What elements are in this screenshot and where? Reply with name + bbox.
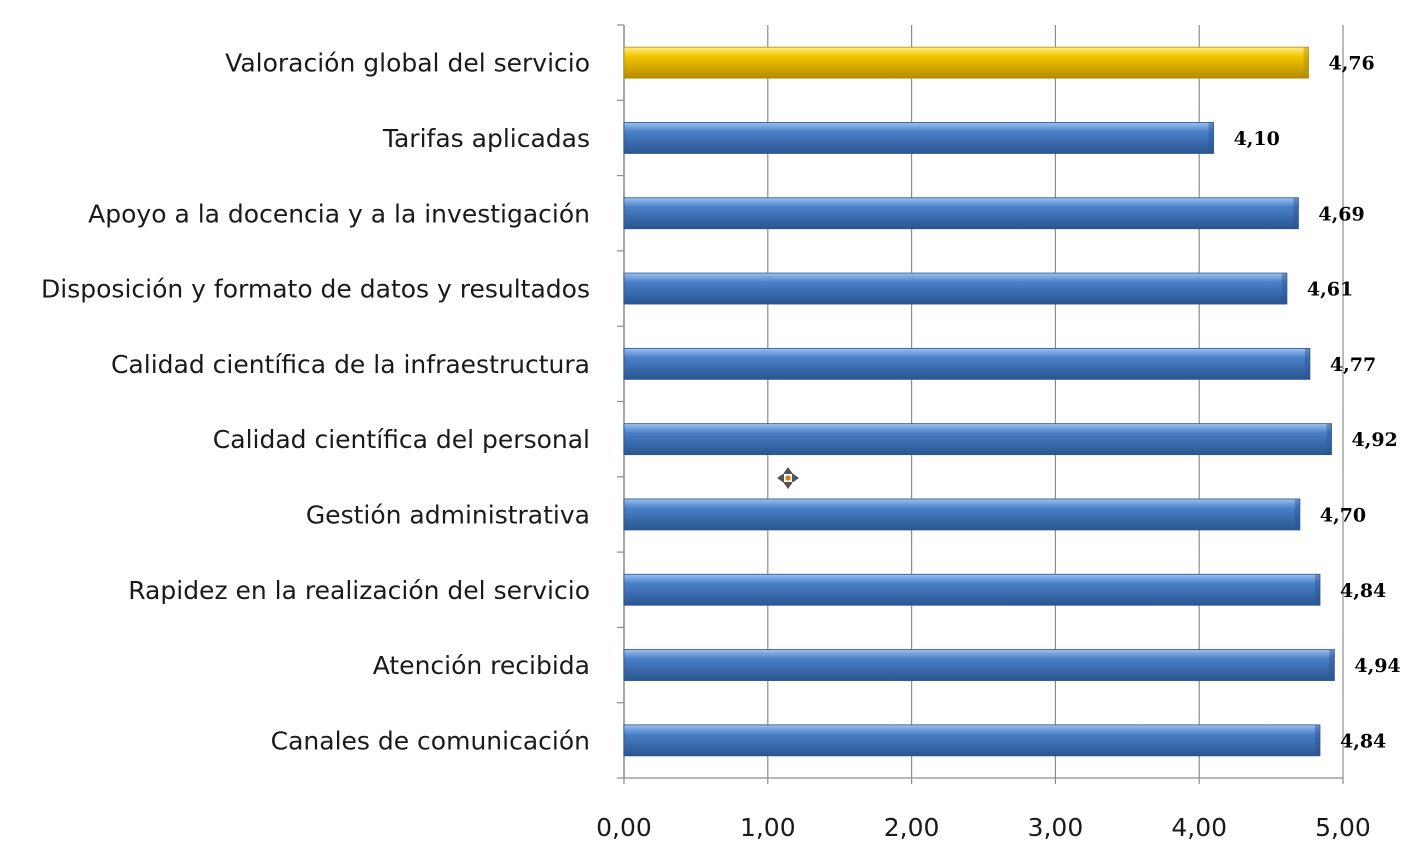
x-tick-label: 1,00 xyxy=(740,813,796,841)
bar-end-cap xyxy=(1326,423,1332,455)
data-label: 4,70 xyxy=(1320,504,1366,526)
data-label: 4,84 xyxy=(1340,580,1386,602)
category-label: Calidad científica del personal xyxy=(213,425,590,454)
bar xyxy=(623,573,1321,606)
bar xyxy=(623,347,1311,380)
x-tick-label: 5,00 xyxy=(1315,813,1371,841)
bars xyxy=(623,46,1335,757)
bar-end-cap xyxy=(1294,498,1300,530)
data-label: 4,61 xyxy=(1307,279,1353,301)
category-label: Gestión administrativa xyxy=(306,500,590,529)
bar xyxy=(623,122,1214,154)
bar xyxy=(623,649,1335,681)
x-tick-label: 0,00 xyxy=(596,813,652,841)
bar xyxy=(623,46,1309,79)
data-label: 4,69 xyxy=(1318,203,1364,225)
move-cursor-icon xyxy=(777,467,799,489)
bar xyxy=(623,724,1321,757)
category-label: Valoración global del servicio xyxy=(225,49,590,78)
data-label: 4,76 xyxy=(1328,53,1374,75)
category-label: Tarifas aplicadas xyxy=(382,124,590,153)
data-label: 4,84 xyxy=(1340,730,1386,752)
bar xyxy=(623,423,1332,456)
bar-end-cap xyxy=(1208,122,1214,154)
x-axis-ticks: 0,00 1,00 2,00 3,00 4,00 5,00 xyxy=(596,813,1371,842)
bar-end-cap xyxy=(1314,724,1320,756)
category-label: Rapidez en la realización del servicio xyxy=(128,576,590,605)
category-label: Canales de comunicación xyxy=(271,726,590,755)
category-label: Disposición y formato de datos y resulta… xyxy=(41,275,590,304)
x-tick-label: 4,00 xyxy=(1171,813,1227,841)
category-label: Atención recibida xyxy=(373,651,590,680)
bar-end-cap xyxy=(1304,348,1310,380)
category-label: Apoyo a la docencia y a la investigación xyxy=(88,199,590,228)
category-labels: Valoración global del servicio Tarifas ap… xyxy=(41,49,590,756)
bar xyxy=(623,272,1288,305)
data-labels: 4,76 4,10 4,69 4,61 4,77 4,92 4,70 4,84 4,94 4,84 xyxy=(1234,53,1401,753)
data-label: 4,92 xyxy=(1351,429,1397,451)
bar-end-cap xyxy=(1303,47,1309,79)
data-label: 4,10 xyxy=(1234,128,1280,150)
bar-end-cap xyxy=(1329,649,1335,681)
category-label: Calidad científica de la infraestructura xyxy=(111,350,590,379)
bar-end-cap xyxy=(1293,197,1299,229)
data-label: 4,77 xyxy=(1330,354,1376,376)
bar xyxy=(623,197,1299,230)
bar-end-cap xyxy=(1314,574,1320,606)
x-tick-label: 2,00 xyxy=(884,813,940,841)
bar xyxy=(623,498,1301,531)
bar-end-cap xyxy=(1281,273,1287,305)
data-label: 4,94 xyxy=(1354,655,1400,677)
x-tick-label: 3,00 xyxy=(1028,813,1084,841)
